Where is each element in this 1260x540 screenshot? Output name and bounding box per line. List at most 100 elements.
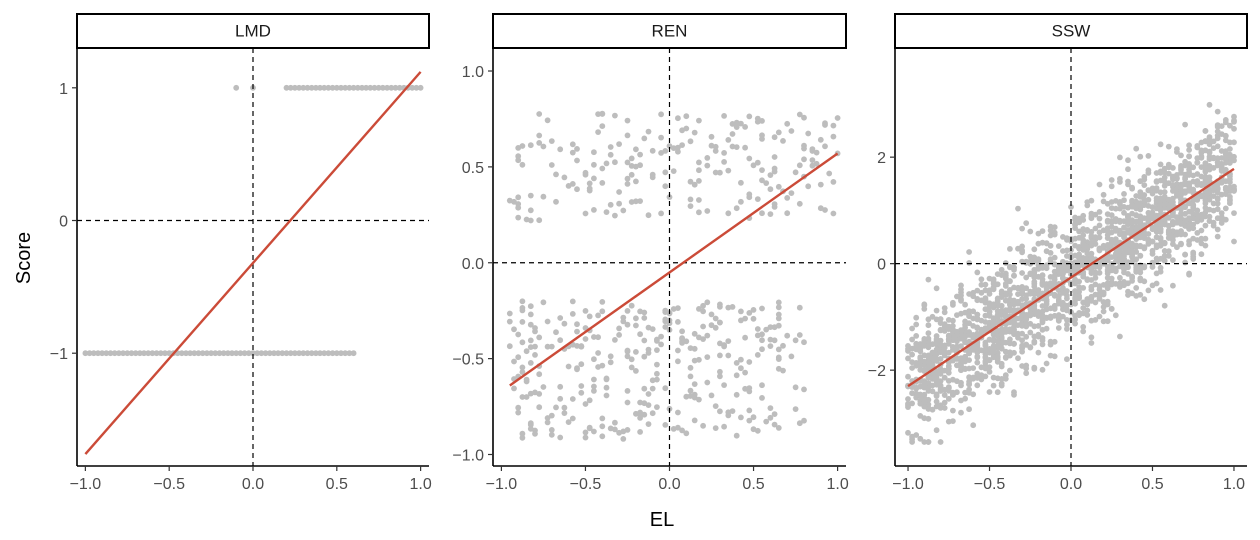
data-point-531 [603,376,610,383]
data-point-329 [557,434,564,441]
data-point-178 [603,209,610,216]
data-point-419 [746,417,753,424]
data-point-1519 [1214,206,1221,213]
data-point-1724 [1227,200,1233,207]
data-point-442 [633,315,639,322]
data-point-1762 [1186,200,1192,207]
data-point-403 [708,392,715,399]
data-point-1769 [1165,248,1172,255]
data-point-1609 [1125,242,1131,249]
data-point-504 [775,365,782,372]
data-point-1360 [998,288,1005,295]
data-point-656 [1002,348,1009,355]
data-point-162 [565,183,572,189]
data-point-111 [527,192,534,199]
data-point-1127 [1178,169,1184,176]
data-point-1639 [950,376,956,383]
data-point-309 [569,415,576,422]
data-point-258 [658,341,664,348]
data-point-485 [712,315,719,322]
data-point-307 [591,334,597,340]
data-point-1 [287,84,294,91]
data-point-1870 [1202,127,1209,134]
data-point-799 [1015,355,1021,362]
data-point-470 [624,347,631,354]
data-point-18 [515,194,522,201]
data-point-1445 [1153,197,1160,204]
data-point-1205 [986,357,993,363]
data-point-1803 [1165,235,1172,241]
data-point-580 [1149,264,1156,270]
data-point-411 [662,307,669,314]
data-point-352 [511,326,517,333]
data-point-1098 [1080,328,1087,335]
data-point-2 [292,84,298,91]
data-point-694 [958,409,964,416]
data-point-1370 [1023,333,1030,340]
data-point-1574 [1170,188,1176,194]
data-point-1630 [1051,231,1058,238]
data-point-392 [578,361,585,368]
data-point-74 [245,350,252,357]
data-point-2 [742,124,748,130]
x-axis-title: EL [650,509,674,531]
data-point-398 [738,365,744,372]
data-point-146 [796,111,803,118]
scatter-points [905,101,1237,445]
data-point-1330 [962,309,968,316]
data-point-1776 [958,292,964,299]
data-point-1751 [1222,156,1229,163]
data-point-366 [553,329,559,336]
data-point-68 [628,199,635,205]
data-point-60 [187,350,194,357]
data-point-1555 [1051,273,1058,280]
data-point-165 [649,147,656,154]
data-point-199 [801,114,807,121]
data-point-210 [578,383,585,389]
data-point-353 [1084,312,1091,318]
data-point-1047 [909,400,915,407]
data-point-500 [645,391,652,397]
data-point-1868 [1178,188,1184,194]
data-point-1659 [1121,204,1127,210]
data-point-234 [548,343,555,350]
data-point-449 [788,353,795,360]
data-point-412 [771,421,778,428]
x-tick-label: −1.0 [892,476,924,493]
data-point-1523 [1129,225,1135,232]
data-point-187 [696,178,702,184]
data-point-315 [561,404,568,411]
data-point-39 [99,350,105,357]
data-point-1890 [1129,217,1135,224]
data-point-1617 [1165,162,1172,169]
data-point-5 [763,180,770,187]
data-point-431 [641,411,648,418]
data-point-324 [616,429,622,436]
data-point-1552 [1060,234,1066,240]
data-point-1571 [970,375,977,382]
data-point-389 [725,304,732,311]
data-point-188 [708,133,715,140]
data-point-407 [675,409,681,416]
data-point-729 [966,406,972,413]
data-point-127 [817,136,824,143]
facet-strip-ren [492,13,847,49]
data-point-671 [1019,296,1025,302]
data-point-121 [691,181,698,188]
data-point-1859 [1161,169,1168,176]
data-point-642 [941,374,948,381]
data-point-1498 [982,341,989,348]
x-tick-label: −0.5 [974,476,1006,493]
data-point-1304 [1129,275,1135,281]
data-point-491 [654,338,660,344]
data-point-526 [775,322,782,329]
data-point-1722 [990,319,997,326]
data-point-1846 [1088,298,1095,304]
data-point-1052 [950,407,956,414]
data-point-1819 [1218,166,1225,173]
data-point-1888 [933,381,940,388]
data-point-20 [367,84,374,91]
data-point-1750 [1145,203,1152,209]
data-point-978 [1161,302,1168,309]
data-point-76 [254,350,261,357]
